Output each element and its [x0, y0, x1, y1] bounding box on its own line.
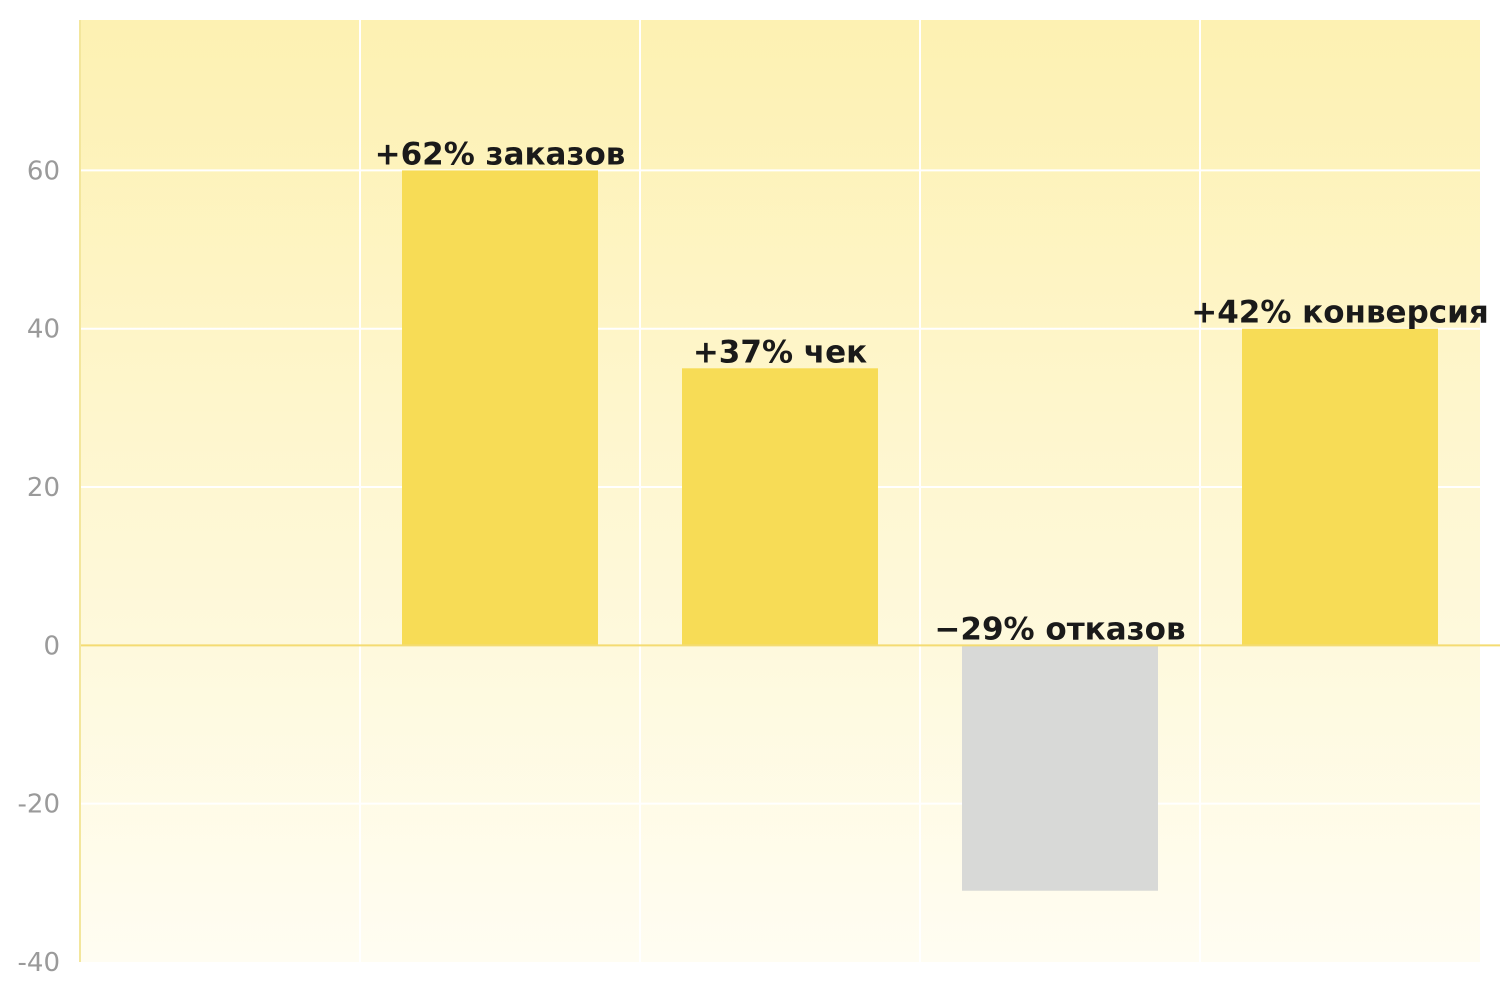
data-label-4: +42% конверсия — [1191, 295, 1489, 331]
y-tick-label: 60 — [27, 156, 60, 186]
bar-3 — [962, 645, 1158, 891]
data-label-3: −29% отказов — [934, 611, 1185, 647]
bars — [402, 170, 1438, 891]
data-label-2: +37% чек — [693, 334, 867, 370]
data-label-1: +62% заказов — [375, 136, 626, 172]
y-axis: 60 40 20 0 -20 -40 — [18, 20, 81, 978]
bar-4 — [1242, 328, 1438, 646]
y-tick-label: -40 — [18, 948, 60, 978]
bar-2 — [682, 368, 878, 646]
y-tick-label: 20 — [27, 473, 60, 503]
bar-1 — [402, 170, 598, 646]
data-labels: +62% заказов +37% чек −29% отказов +42% кон… — [375, 136, 1489, 647]
y-tick-label: -20 — [18, 790, 60, 820]
y-tick-label: 0 — [43, 631, 60, 661]
y-tick-label: 40 — [27, 315, 60, 345]
